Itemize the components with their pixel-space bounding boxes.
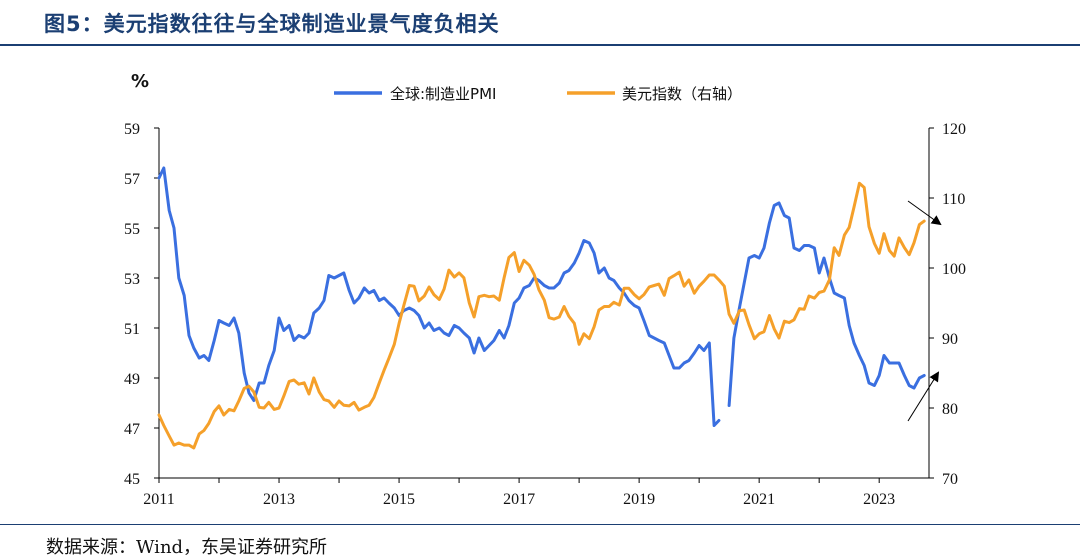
left-tick-label: 59	[124, 121, 140, 138]
title-divider	[0, 44, 1080, 46]
chart-area: 45 47 49 51 53 55 57 59 70 80 90 100 110 120 2011 2013 2…	[124, 71, 966, 508]
dxy-series-line	[157, 181, 926, 450]
pmi-series-line	[157, 166, 721, 427]
x-tick-label: 2017	[503, 491, 535, 508]
legend-label: 全球:制造业PMI	[390, 85, 496, 103]
left-tick-label: 55	[124, 221, 140, 238]
x-tick-label: 2023	[863, 491, 895, 508]
page-title: 图5：美元指数往往与全球制造业景气度负相关	[44, 12, 500, 36]
left-tick-label: 53	[124, 271, 140, 288]
chart-legend: 全球:制造业PMI 美元指数（右轴）	[334, 85, 742, 103]
right-tick-label: 100	[942, 261, 966, 278]
right-tick-label: 120	[942, 121, 966, 138]
left-tick-label: 51	[124, 321, 140, 338]
x-tick-label: 2011	[143, 491, 174, 508]
left-tick-label: 49	[124, 371, 140, 388]
annotation-arrow-bottom	[907, 371, 940, 422]
left-axis-unit: %	[131, 71, 149, 92]
x-tick-label: 2015	[383, 491, 415, 508]
left-tick-label: 47	[124, 421, 140, 438]
right-tick-label: 80	[942, 401, 958, 418]
right-tick-label: 70	[942, 471, 958, 488]
axes: 45 47 49 51 53 55 57 59 70 80 90 100 110 120 2011 2013 2…	[124, 121, 966, 508]
right-tick-label: 110	[942, 191, 965, 208]
x-tick-label: 2021	[743, 491, 775, 508]
title-bar: 图5：美元指数往往与全球制造业景气度负相关	[0, 0, 1080, 46]
left-tick-label: 57	[124, 171, 140, 188]
annotation-arrow-top	[907, 200, 942, 226]
x-tick-label: 2019	[623, 491, 655, 508]
left-tick-label: 45	[124, 471, 140, 488]
pmi-series-line	[727, 201, 926, 407]
footer-divider	[0, 524, 1080, 525]
legend-label: 美元指数（右轴）	[622, 85, 742, 103]
right-tick-label: 90	[942, 331, 958, 348]
series-lines	[157, 166, 926, 450]
source-note: 数据来源：Wind，东吴证券研究所	[46, 537, 328, 558]
x-tick-label: 2013	[263, 491, 295, 508]
